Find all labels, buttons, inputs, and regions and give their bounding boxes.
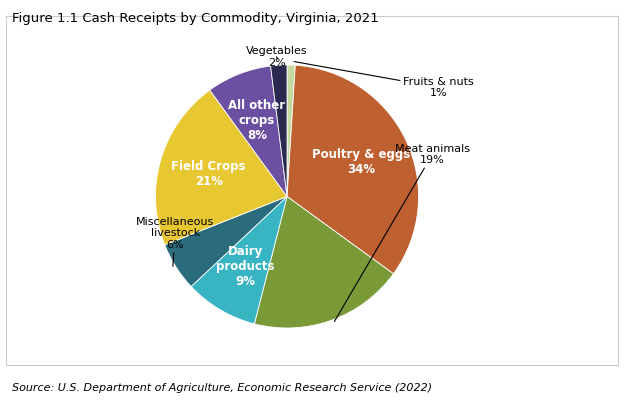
Text: Miscellaneous
livestock
6%: Miscellaneous livestock 6% xyxy=(136,217,215,266)
Wedge shape xyxy=(255,196,394,328)
Text: Source: U.S. Department of Agriculture, Economic Research Service (2022): Source: U.S. Department of Agriculture, … xyxy=(12,383,432,393)
Wedge shape xyxy=(165,196,287,287)
Text: Meat animals
19%: Meat animals 19% xyxy=(334,144,470,322)
Text: Poultry & eggs
34%: Poultry & eggs 34% xyxy=(312,148,410,176)
Wedge shape xyxy=(210,66,287,196)
Wedge shape xyxy=(155,90,287,245)
Text: Figure 1.1 Cash Receipts by Commodity, Virginia, 2021: Figure 1.1 Cash Receipts by Commodity, V… xyxy=(12,12,379,25)
Text: Fruits & nuts
1%: Fruits & nuts 1% xyxy=(294,62,474,98)
Wedge shape xyxy=(271,65,287,196)
Wedge shape xyxy=(287,65,419,274)
Wedge shape xyxy=(191,196,287,324)
Text: All other
crops
8%: All other crops 8% xyxy=(228,99,286,142)
Wedge shape xyxy=(287,65,295,196)
Text: Dairy
products
9%: Dairy products 9% xyxy=(217,245,275,288)
Text: Field Crops
21%: Field Crops 21% xyxy=(172,160,246,188)
Text: Vegetables
2%: Vegetables 2% xyxy=(246,46,308,68)
